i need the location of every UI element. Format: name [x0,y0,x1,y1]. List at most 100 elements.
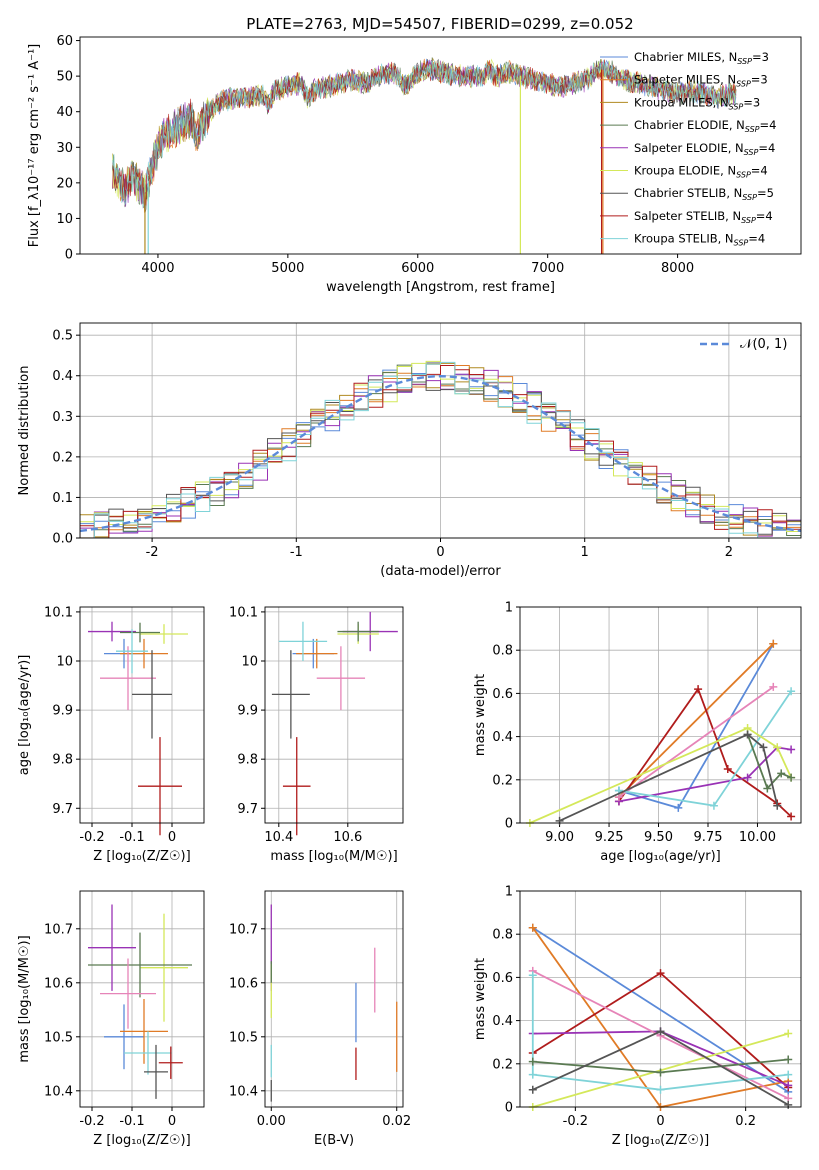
y-axis-label: Flux [f_λ10⁻¹⁷ erg cm⁻² s⁻¹ A⁻¹] [27,44,42,248]
y-tick-label: 9.8 [237,753,258,768]
weight-marker [773,801,782,810]
legend-label: Chabrier MILES, NSSP=3 [634,50,769,66]
x-tick-label: 0.00 [257,1114,286,1129]
weight-marker [656,1068,665,1077]
x-tick-label: 7000 [531,261,564,276]
panel-age_vs_Z: -0.2 -0.1 0 9.7 9.8 9.9 10 10.1 Z [log₁₀(Z/Z☉)] a… [17,605,205,864]
y-axis-label: mass [log₁₀(M/M☉)] [17,935,32,1062]
y-tick-label: 10.7 [44,922,73,937]
weight-line [618,643,774,798]
x-tick-label: 0 [168,1114,176,1129]
weight-marker [528,971,537,980]
weight-marker [723,765,732,773]
weight-marker [656,1085,665,1094]
weight-marker [784,1070,793,1079]
x-tick-label: 8000 [661,261,694,276]
y-tick-label: 9.9 [237,704,258,719]
legend-label: Kroupa MILES, NSSP=3 [634,95,760,111]
panel-age_vs_mass: 10.4 10.6 9.7 9.8 9.9 10 10.1 mass [log₁₀(M/M☉)… [229,605,404,864]
gaussian-curve [79,374,802,533]
x-tick-label: -0.1 [119,830,144,845]
plots-layer: 4000 5000 6000 7000 80000102030405060wavelen… [17,34,802,1148]
x-tick-label: 10.4 [264,830,293,845]
weight-marker [709,801,718,810]
weight-marker [656,969,665,978]
x-axis-label: Z [log₁₀(Z/Z☉)] [93,1133,190,1148]
y-tick-label: 0.6 [492,971,513,986]
y-tick-label: 10 [241,655,258,670]
y-tick-label: 10.4 [229,1084,258,1099]
y-tick-label: 10.1 [44,605,73,620]
weight-marker [784,1029,793,1038]
x-tick-label: 9.25 [595,830,624,845]
x-tick-label: 0.2 [735,1114,756,1129]
x-axis-label: age [log₁₀(age/yr)] [600,849,721,864]
y-tick-label: 9.7 [237,802,258,817]
figure-title: PLATE=2763, MJD=54507, FIBERID=0299, z=0… [246,15,633,33]
x-tick-label: -2 [146,545,159,560]
x-tick-label: -0.1 [119,1114,144,1129]
weight-marker [777,769,786,778]
y-tick-label: 0.3 [52,410,73,425]
weight-marker [787,687,796,696]
weight-marker [528,1085,537,1094]
spectrum-line [112,59,737,209]
panel-mass_vs_Z: -0.2 -0.1 0 10.4 10.5 10.6 10.7 Z [log₁₀(Z/Z☉)]… [17,890,205,1148]
weight-marker [787,745,796,754]
y-tick-label: 20 [56,176,73,191]
histogram-step [80,365,801,538]
y-tick-label: 0.4 [492,1014,513,1029]
x-tick-label: -0.2 [79,830,104,845]
weight-line [618,686,774,798]
weight-line [529,726,792,824]
y-tick-label: 10.7 [229,922,258,937]
y-axis-label: Normed distribution [17,366,32,496]
x-tick-label: 10.00 [739,830,776,845]
x-tick-label: 1 [581,545,589,560]
y-tick-label: 0.2 [52,450,73,465]
x-axis-label: (data-model)/error [380,564,501,579]
axes-frame [79,890,205,1108]
x-axis-label: Z [log₁₀(Z/Z☉)] [93,849,190,864]
x-tick-label: 5000 [271,261,304,276]
axes-frame [79,36,802,255]
histogram-step [80,361,801,538]
y-tick-label: 0.8 [492,928,513,943]
y-tick-label: 0 [505,1101,513,1116]
weight-marker [784,1055,793,1064]
y-tick-label: 0.2 [492,1057,513,1072]
weight-line [559,733,779,822]
weight-line [531,975,789,1091]
weight-marker [528,923,537,932]
weight-marker [528,1057,537,1066]
y-tick-label: 0.1 [52,491,73,506]
y-tick-label: 0.4 [52,369,73,384]
axes-frame [79,606,205,824]
axes-frame [264,606,404,824]
y-tick-label: 1 [505,885,513,900]
weight-marker [769,682,778,691]
legend-label: Salpeter MILES, NSSP=3 [634,73,768,89]
y-axis-label: mass weight [473,674,488,756]
x-axis-label: mass [log₁₀(M/M☉)] [270,849,397,864]
y-tick-label: 40 [56,105,73,120]
x-tick-label: 9.75 [694,830,723,845]
x-tick-label: 4000 [141,261,174,276]
x-tick-label: 0 [168,830,176,845]
y-tick-label: 9.8 [52,753,73,768]
spectrum-line [112,59,737,208]
y-tick-label: 0.6 [492,687,513,702]
x-tick-label: 0.02 [382,1114,411,1129]
y-tick-label: 0 [65,248,73,263]
weight-line [618,746,792,803]
y-tick-label: 10.5 [44,1030,73,1045]
x-tick-label: -0.2 [79,1114,104,1129]
x-tick-label: 10.6 [333,830,362,845]
panel-weight_vs_Z: -0.2 0 0.2 0 0.2 0.4 0.6 0.8 1 Z [log₁₀(Z/Z☉)] mas… [473,885,802,1148]
x-axis-label: Z [log₁₀(Z/Z☉)] [612,1133,709,1148]
weight-marker [528,1070,537,1079]
x-axis-label: E(B-V) [314,1133,354,1148]
legend-label: 𝒩(0, 1) [740,337,787,352]
legend-label: Kroupa ELODIE, NSSP=4 [634,164,768,180]
